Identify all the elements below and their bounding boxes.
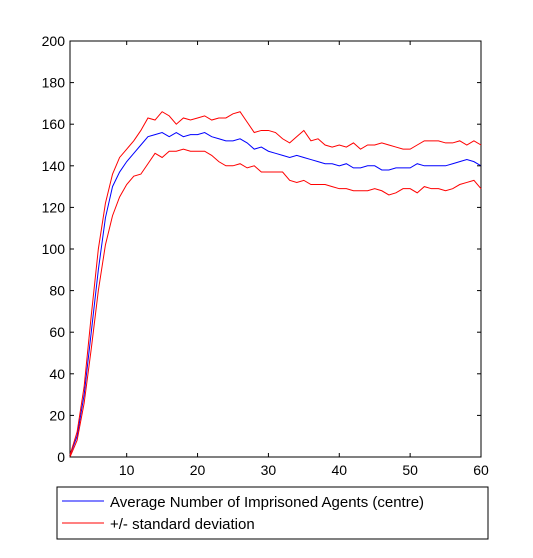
y-tick-label: 40 bbox=[49, 366, 65, 382]
y-tick-label: 200 bbox=[42, 33, 66, 49]
y-tick-label: 120 bbox=[42, 199, 66, 215]
legend-label-std: +/- standard deviation bbox=[110, 516, 255, 533]
y-tick-label: 80 bbox=[49, 283, 65, 299]
x-tick-label: 60 bbox=[473, 462, 489, 478]
y-tick-label: 100 bbox=[42, 241, 66, 257]
x-tick-label: 50 bbox=[402, 462, 418, 478]
x-tick-label: 30 bbox=[261, 462, 277, 478]
y-tick-label: 0 bbox=[57, 449, 65, 465]
series-line-std-upper bbox=[69, 111, 482, 456]
legend-box bbox=[56, 486, 489, 540]
x-axis: 10 20 30 40 50 60 bbox=[119, 41, 489, 478]
y-tick-label: 20 bbox=[49, 407, 65, 423]
series-layer bbox=[69, 111, 482, 458]
y-tick-label: 180 bbox=[42, 75, 66, 91]
x-tick-label: 20 bbox=[190, 462, 206, 478]
legend: Average Number of Imprisoned Agents (cen… bbox=[56, 486, 489, 540]
y-tick-label: 160 bbox=[42, 116, 66, 132]
x-tick-label: 10 bbox=[119, 462, 135, 478]
plot-area bbox=[69, 40, 482, 458]
legend-label-mean: Average Number of Imprisoned Agents (cen… bbox=[110, 494, 424, 511]
series-line-mean bbox=[69, 131, 482, 456]
y-tick-label: 60 bbox=[49, 324, 65, 340]
y-axis: 0 20 40 60 80 100 120 140 160 180 200 bbox=[42, 33, 481, 465]
y-tick-label: 140 bbox=[42, 158, 66, 174]
series-line-std-lower bbox=[69, 148, 482, 458]
plot-frame bbox=[69, 40, 482, 458]
x-tick-label: 40 bbox=[331, 462, 347, 478]
